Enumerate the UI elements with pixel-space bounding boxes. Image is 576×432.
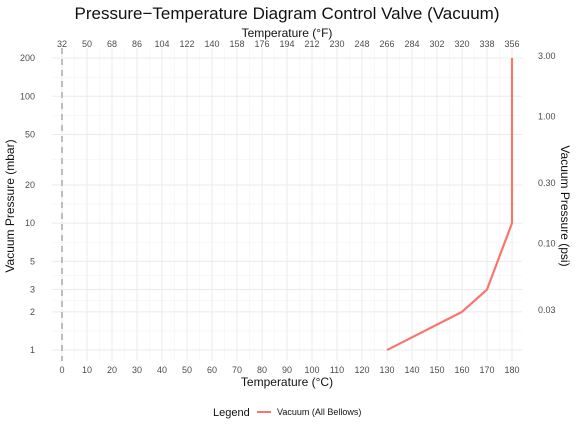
x-tick-label: 140 [404, 365, 419, 375]
x2-axis-title: Temperature (°F) [242, 26, 333, 40]
x-tick-label: 120 [354, 365, 369, 375]
y-tick-label: 10 [25, 218, 35, 228]
y2-tick-label: 0.10 [538, 239, 556, 249]
x2-tick-label: 104 [154, 39, 169, 49]
series-line-vacuum [386, 58, 514, 352]
x-tick-label: 60 [207, 365, 217, 375]
y-axis-title: Vacuum Pressure (mbar) [3, 139, 17, 272]
x-tick-label: 160 [454, 365, 469, 375]
x2-tick-label: 50 [82, 39, 92, 49]
y2-tick-label: 0.03 [538, 305, 556, 315]
y-tick-label: 100 [20, 91, 35, 101]
x2-tick-label: 140 [204, 39, 219, 49]
legend: Legend Vacuum (All Bellows) [213, 407, 361, 419]
legend-title: Legend [213, 407, 250, 419]
x-tick-label: 170 [479, 365, 494, 375]
x2-tick-label: 176 [254, 39, 269, 49]
y-tick-label: 200 [20, 53, 35, 63]
x2-tick-label: 86 [132, 39, 142, 49]
x-tick-label: 0 [59, 365, 64, 375]
x-tick-label: 150 [429, 365, 444, 375]
x-axis-title: Temperature (°C) [241, 375, 333, 389]
x2-tick-label: 158 [229, 39, 244, 49]
x-tick-label: 40 [157, 365, 167, 375]
x-axis-ticks: 0 10 20 30 40 50 60 70 80 90 100 110 120 130 140 150 160… [59, 365, 519, 375]
y-tick-label: 2 [30, 307, 35, 317]
x-tick-label: 80 [257, 365, 267, 375]
y-axis-ticks: 1 2 3 5 10 20 50 100 200 [20, 53, 35, 355]
y-tick-label: 50 [25, 129, 35, 139]
y2-axis-ticks: 0.03 0.10 0.30 1.00 3.00 [538, 51, 556, 315]
y-tick-label: 1 [30, 345, 35, 355]
chart-title: Pressure−Temperature Diagram Control Val… [74, 4, 499, 23]
x-tick-label: 100 [304, 365, 319, 375]
x2-tick-label: 212 [304, 39, 319, 49]
x2-tick-label: 302 [429, 39, 444, 49]
x-tick-label: 90 [282, 365, 292, 375]
y-tick-label: 20 [25, 180, 35, 190]
x2-tick-label: 248 [354, 39, 369, 49]
x2-tick-label: 284 [404, 39, 419, 49]
x-tick-label: 180 [504, 365, 519, 375]
x-tick-label: 130 [379, 365, 394, 375]
x2-tick-label: 32 [57, 39, 67, 49]
x-tick-label: 10 [82, 365, 92, 375]
x-tick-label: 110 [330, 365, 344, 375]
y-tick-label: 5 [30, 256, 35, 266]
y2-tick-label: 3.00 [538, 51, 556, 61]
x2-tick-label: 194 [279, 39, 294, 49]
legend-label-vacuum: Vacuum (All Bellows) [277, 407, 361, 417]
x2-tick-label: 68 [107, 39, 117, 49]
y2-tick-label: 0.30 [538, 178, 556, 188]
x-tick-label: 30 [132, 365, 142, 375]
x-tick-label: 70 [232, 365, 242, 375]
y2-tick-label: 1.00 [538, 112, 556, 122]
x2-tick-label: 338 [479, 39, 494, 49]
x2-tick-label: 122 [179, 39, 194, 49]
x-tick-label: 50 [182, 365, 192, 375]
series-lines [386, 58, 514, 352]
y-tick-label: 3 [30, 285, 35, 295]
x2-axis-ticks: 32 50 68 86 104 122 140 158 176 194 212 230 248 266 28… [57, 39, 520, 49]
x-tick-label: 20 [107, 365, 117, 375]
plot-grid [52, 48, 522, 361]
x2-tick-label: 320 [454, 39, 469, 49]
y2-axis-title: Vacuum Pressure (psi) [558, 145, 572, 266]
x2-tick-label: 266 [379, 39, 394, 49]
x2-tick-label: 230 [329, 39, 344, 49]
x2-tick-label: 356 [504, 39, 519, 49]
